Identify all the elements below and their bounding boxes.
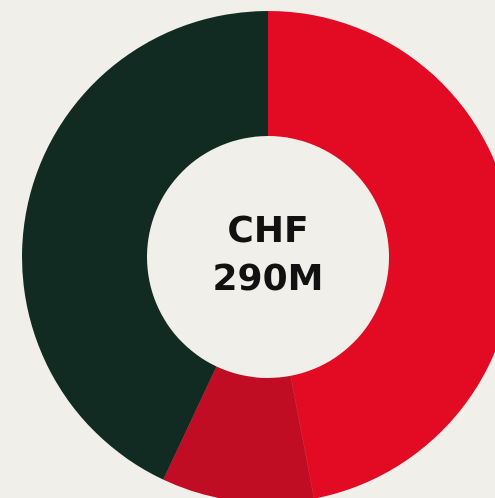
slice: [21, 11, 268, 480]
donut-hole: [147, 136, 389, 378]
center-label-line: CHF: [227, 210, 308, 251]
center-label-line: 290M: [213, 258, 324, 299]
